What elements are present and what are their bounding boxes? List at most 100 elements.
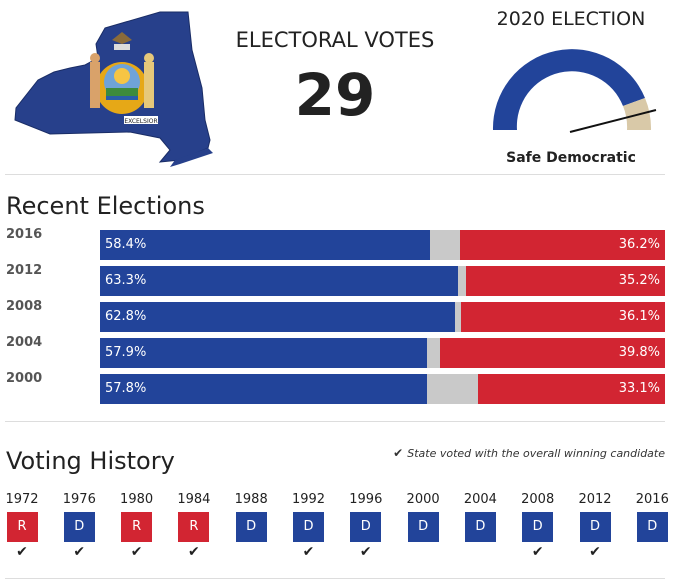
forecast-title: 2020 ELECTION <box>496 8 646 30</box>
rep-share-bar <box>460 230 665 260</box>
electoral-votes-title: ELECTORAL VOTES <box>235 28 435 52</box>
election-result-bar: 58.4% 36.2% <box>100 230 665 260</box>
empty-check-slot <box>398 544 448 562</box>
new-york-state-map-image: EXCELSIOR <box>14 11 213 167</box>
rep-share-bar <box>478 374 665 404</box>
voting-history-item-1976: 1976 D ✔ <box>54 492 104 562</box>
history-year: 1992 <box>291 492 326 507</box>
voting-history-legend: ✔ State voted with the overall winning ca… <box>393 446 665 460</box>
party-badge: D <box>293 512 324 542</box>
history-year: 2012 <box>578 492 612 507</box>
dem-share-bar <box>100 374 427 404</box>
history-year: 2004 <box>463 492 497 507</box>
history-year: 1988 <box>234 492 268 507</box>
recent-elections-title: Recent Elections <box>6 192 205 220</box>
party-badge: D <box>235 512 267 542</box>
empty-check-slot <box>627 544 675 562</box>
dem-share-label: 58.4% <box>105 237 147 252</box>
divider-bottom <box>5 578 665 579</box>
voting-history-item-2016: 2016 D <box>627 492 675 562</box>
gauge-needle <box>569 109 657 133</box>
voting-history-item-1980: 1980 R ✔ <box>112 492 162 562</box>
history-year: 1996 <box>349 492 383 507</box>
voting-history-item-2008: 2008 D ✔ <box>513 492 563 562</box>
history-year: 1976 <box>62 492 96 507</box>
seal-text: EXCELSIOR <box>124 118 157 125</box>
checkmark-icon: ✔ <box>130 544 143 560</box>
gauge-needle-line <box>569 109 657 133</box>
party-badge: D <box>579 512 611 542</box>
party-badge: D <box>407 512 439 542</box>
election-row-2016: 2016 58.4% 36.2% <box>0 227 675 260</box>
voting-history-item-1972: 1972 R ✔ <box>0 492 47 562</box>
rep-share-bar <box>440 338 665 368</box>
dem-share-label: 57.9% <box>105 345 147 360</box>
rep-share-label: 36.1% <box>618 309 660 324</box>
election-result-bar: 62.8% 36.1% <box>100 302 665 332</box>
rep-share-label: 39.8% <box>618 345 660 360</box>
checkmark-icon: ✔ <box>531 544 544 560</box>
checkmark-icon: ✔ <box>16 544 28 560</box>
rep-share-bar <box>461 302 665 332</box>
dem-share-bar <box>100 338 428 368</box>
rep-share-label: 36.2% <box>618 237 660 252</box>
history-year: 2008 <box>521 492 555 507</box>
rep-share-label: 35.2% <box>618 273 660 288</box>
dem-share-bar <box>100 230 430 260</box>
election-year: 2008 <box>6 299 43 314</box>
forecast-rating: Safe Democratic <box>506 150 636 166</box>
election-year: 2000 <box>6 371 43 386</box>
party-badge: D <box>522 512 554 542</box>
voting-history-title: Voting History <box>6 447 175 475</box>
party-badge: R <box>6 512 38 542</box>
voting-history-item-1984: 1984 R ✔ <box>169 492 219 562</box>
checkmark-icon: ✔ <box>589 544 601 560</box>
forecast-gauge <box>492 49 657 133</box>
voting-history-item-1992: 1992 D ✔ <box>284 492 334 562</box>
party-badge: R <box>121 512 153 542</box>
dem-share-bar <box>100 302 455 332</box>
election-year: 2016 <box>6 227 43 242</box>
checkmark-icon: ✔ <box>359 544 372 560</box>
dem-share-label: 62.8% <box>105 309 147 324</box>
history-year: 1980 <box>120 492 154 507</box>
election-row-2012: 2012 63.3% 35.2% <box>0 263 675 296</box>
election-row-2008: 2008 62.8% 36.1% <box>0 299 675 332</box>
legend-text: State voted with the overall winning can… <box>407 447 665 460</box>
divider-middle <box>5 421 665 422</box>
election-year: 2004 <box>6 335 43 350</box>
rep-share-bar <box>466 266 665 296</box>
party-badge: D <box>63 512 95 542</box>
party-badge: R <box>178 512 210 542</box>
empty-check-slot <box>455 544 505 562</box>
dem-share-label: 63.3% <box>105 273 147 288</box>
dem-share-bar <box>100 266 458 296</box>
party-badge: D <box>350 512 382 542</box>
history-year: 1972 <box>5 492 39 507</box>
dem-share-label: 57.8% <box>105 381 147 396</box>
election-year: 2012 <box>6 263 43 278</box>
checkmark-icon: ✔ <box>188 544 200 560</box>
election-row-2000: 2000 57.8% 33.1% <box>0 371 675 404</box>
voting-history-item-2012: 2012 D ✔ <box>570 492 620 562</box>
gauge-arc-dem <box>492 49 645 130</box>
election-result-bar: 57.9% 39.8% <box>100 338 665 368</box>
party-badge: D <box>464 512 496 542</box>
voting-history-item-2000: 2000 D <box>398 492 448 562</box>
voting-history-item-1996: 1996 D ✔ <box>341 492 391 562</box>
checkmark-icon: ✔ <box>73 544 86 560</box>
election-result-bar: 57.8% 33.1% <box>100 374 665 404</box>
history-year: 2016 <box>635 492 669 507</box>
checkmark-icon: ✔ <box>393 446 404 460</box>
history-year: 1984 <box>177 492 211 507</box>
election-result-bar: 63.3% 35.2% <box>100 266 665 296</box>
party-badge: D <box>636 512 668 542</box>
voting-history-item-2004: 2004 D <box>455 492 505 562</box>
checkmark-icon: ✔ <box>302 544 315 560</box>
election-row-2004: 2004 57.9% 39.8% <box>0 335 675 368</box>
electoral-votes-count: 29 <box>294 61 376 129</box>
empty-check-slot <box>226 544 276 562</box>
history-year: 2000 <box>406 492 440 507</box>
rep-share-label: 33.1% <box>618 381 660 396</box>
voting-history-item-1988: 1988 D <box>226 492 276 562</box>
